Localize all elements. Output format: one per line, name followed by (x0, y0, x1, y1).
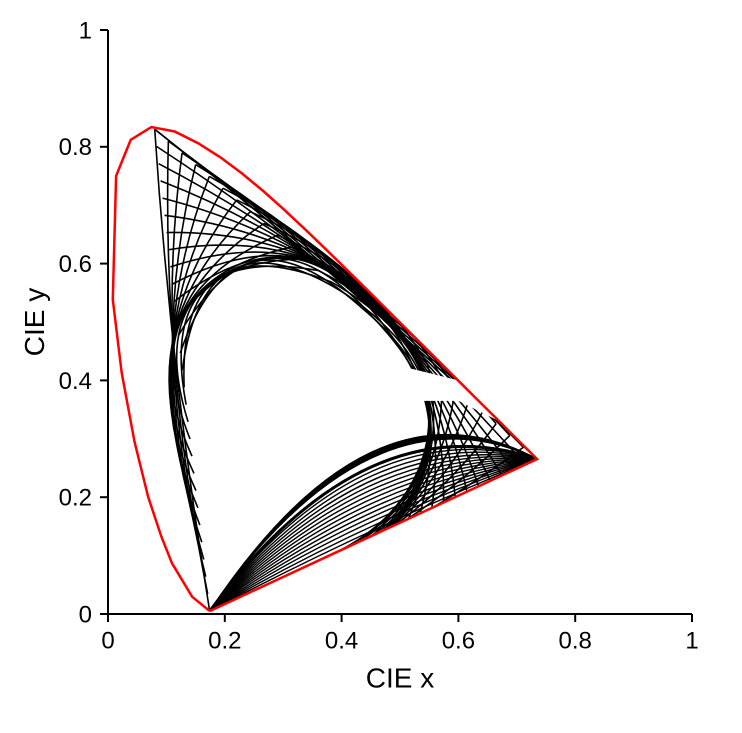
y-tick-label: 0.2 (59, 485, 92, 512)
x-tick-label: 0.8 (559, 627, 592, 654)
chart-container: 0 0.2 0.4 0.6 0.8 1 0 0.2 0.4 0.6 0.8 1 CIE x CIE y (0, 0, 742, 733)
y-tick-label: 0.6 (59, 251, 92, 278)
x-axis-title: CIE x (366, 663, 434, 694)
y-tick-label: 0.4 (59, 368, 92, 395)
chart-svg: 0 0.2 0.4 0.6 0.8 1 0 0.2 0.4 0.6 0.8 1 CIE x CIE y (0, 0, 742, 733)
x-tick-label: 1 (685, 627, 698, 654)
y-axis-title: CIE y (19, 288, 50, 356)
chart-bg (0, 0, 742, 733)
x-tick-label: 0.4 (325, 627, 358, 654)
y-tick-label: 0.8 (59, 134, 92, 161)
y-tick-label: 1 (79, 17, 92, 44)
y-tick-label: 0 (79, 601, 92, 628)
x-tick-label: 0.2 (208, 627, 241, 654)
x-tick-label: 0 (101, 627, 114, 654)
x-tick-label: 0.6 (442, 627, 475, 654)
